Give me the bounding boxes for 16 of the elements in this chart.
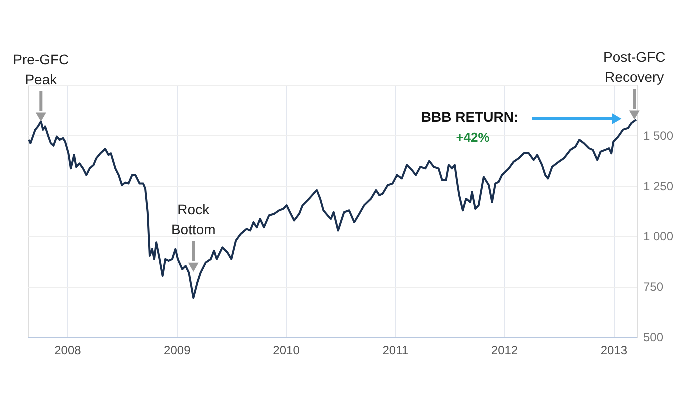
x-tick-label: 2012 <box>491 344 518 358</box>
annotation: +42% <box>456 130 490 145</box>
y-tick-label: 750 <box>644 280 664 294</box>
annotation: Post-GFC Recovery <box>603 49 666 86</box>
x-tick-label: 2009 <box>164 344 192 358</box>
y-tick-label: 1 250 <box>644 179 674 194</box>
x-tick-label: 2011 <box>382 344 409 358</box>
y-tick-label: 500 <box>644 330 664 344</box>
x-tick-label: 2008 <box>54 344 82 358</box>
annotation: Rock Bottom <box>171 201 216 238</box>
x-tick-label: 2013 <box>600 344 628 358</box>
x-tick-label: 2010 <box>273 344 300 358</box>
y-tick-label: 1 500 <box>644 128 674 143</box>
annotation: BBB RETURN: <box>421 109 519 125</box>
y-tick-label: 1 000 <box>644 230 674 244</box>
annotation: Pre-GFC Peak <box>13 51 70 88</box>
